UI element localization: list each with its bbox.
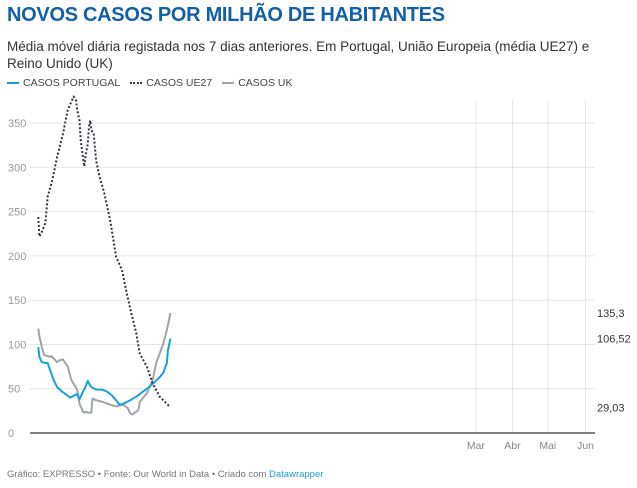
- legend: CASOS PORTUGAL CASOS UE27 CASOS UK: [7, 77, 292, 89]
- legend-swatch: [222, 82, 235, 84]
- y-tick-label: 250: [8, 207, 26, 219]
- legend-label: CASOS UK: [238, 77, 293, 89]
- end-value-label: 135,3: [597, 308, 625, 320]
- legend-label: CASOS PORTUGAL: [23, 77, 121, 89]
- footer-credit: Gráfico: EXPRESSO • Fonte: Our World in …: [7, 469, 270, 480]
- end-value-label: 29,03: [597, 402, 625, 414]
- footer: Gráfico: EXPRESSO • Fonte: Our World in …: [7, 469, 323, 480]
- x-tick-label: Mai: [539, 440, 556, 452]
- series-line-casos-uk: [37, 312, 172, 416]
- legend-item-portugal: CASOS PORTUGAL: [7, 77, 120, 89]
- end-value-label: 106,52: [597, 334, 631, 346]
- series-line-casos-ue27: [37, 95, 172, 409]
- legend-item-ue27: CASOS UE27: [130, 77, 212, 89]
- y-tick-label: 0: [8, 428, 14, 440]
- y-tick-label: 300: [8, 162, 26, 174]
- legend-item-uk: CASOS UK: [222, 77, 292, 89]
- y-tick-label: 150: [8, 295, 26, 307]
- x-tick-label: Abr: [504, 440, 521, 452]
- y-tick-label: 350: [8, 118, 26, 130]
- x-tick-label: Jun: [577, 440, 594, 452]
- y-tick-label: 200: [8, 251, 26, 263]
- legend-swatch: [130, 82, 143, 84]
- chart-subtitle: Média móvel diária registada nos 7 dias …: [7, 39, 590, 71]
- y-tick-label: 50: [8, 384, 20, 396]
- datawrapper-link[interactable]: Datawrapper: [269, 469, 324, 480]
- series-line-casos-portugal: [37, 338, 172, 406]
- y-tick-label: 100: [8, 339, 26, 351]
- chart-title: NOVOS CASOS POR MILHÃO DE HABITANTES: [7, 4, 445, 26]
- x-tick-label: Mar: [467, 440, 486, 452]
- legend-label: CASOS UE27: [146, 77, 213, 89]
- legend-swatch: [7, 82, 19, 84]
